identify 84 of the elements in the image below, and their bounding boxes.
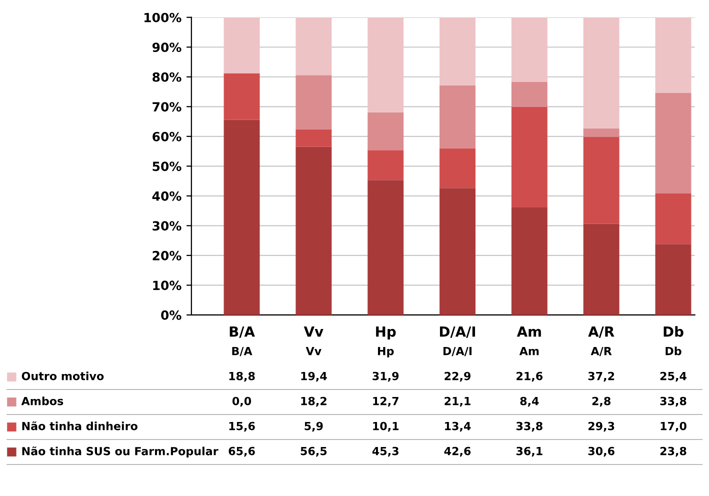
- legend-label: Outro motivo: [22, 372, 104, 380]
- bar: [655, 92, 692, 194]
- bar: [224, 17, 260, 74]
- x-tick-label: Am: [516, 326, 541, 337]
- bar: [511, 18, 548, 82]
- y-tick-label: 0%: [161, 310, 182, 320]
- bar: [583, 18, 620, 128]
- bar: [440, 86, 476, 148]
- y-tick-label: 90%: [152, 42, 182, 52]
- bar: [224, 120, 260, 315]
- category-label: Hp: [378, 346, 394, 358]
- data-label: 10,1: [373, 422, 399, 432]
- data-label: 25,4: [660, 372, 686, 382]
- bar: [440, 148, 476, 188]
- category-label: B/A: [232, 346, 252, 356]
- data-label: 5,9: [304, 422, 323, 432]
- bar: [511, 106, 548, 208]
- data-label: 33,8: [516, 422, 542, 432]
- data-label: 22,9: [444, 372, 471, 382]
- y-tick-label: 20%: [152, 250, 182, 260]
- bar: [296, 129, 332, 147]
- bar: [296, 75, 332, 130]
- category-label: Vv: [306, 346, 322, 356]
- data-label: 8,4: [520, 396, 539, 407]
- category-label: Am: [519, 346, 539, 356]
- bar: [368, 180, 404, 315]
- y-tick-label: 50%: [152, 162, 182, 172]
- x-tick-label: B/A: [230, 326, 255, 338]
- data-label: 19,4: [301, 372, 327, 382]
- bar: [296, 146, 332, 315]
- x-tick-label: Vv: [304, 326, 324, 337]
- bar: [583, 136, 620, 224]
- legend-label: Não tinha dinheiro: [22, 421, 138, 430]
- data-label: 2,8: [592, 396, 610, 407]
- bar: [655, 244, 692, 315]
- y-tick-label: 30%: [152, 221, 182, 231]
- y-tick-label: 10%: [153, 280, 182, 290]
- data-label: 18,2: [301, 396, 326, 407]
- bar: [655, 17, 692, 93]
- data-label: 31,9: [372, 372, 399, 382]
- bar: [440, 17, 476, 86]
- bar: [583, 128, 620, 137]
- data-label: 33,8: [660, 396, 686, 407]
- legend-label: Ambos: [21, 396, 64, 406]
- category-label: Db: [666, 346, 682, 356]
- data-label: 29,3: [588, 422, 614, 432]
- bar: [368, 112, 404, 150]
- bar: [368, 17, 404, 112]
- data-label: 15,6: [229, 422, 255, 432]
- data-label: 13,4: [445, 422, 471, 432]
- y-tick-label: 60%: [152, 132, 182, 142]
- bar: [368, 150, 404, 180]
- data-label: 0,0: [232, 396, 252, 407]
- bar: [296, 17, 332, 76]
- data-label: 45,3: [372, 446, 398, 457]
- data-label: 23,8: [660, 446, 686, 457]
- bar: [511, 82, 548, 107]
- legend-label: Não tinha SUS ou Farm.Popular: [22, 446, 218, 458]
- data-label: 21,6: [516, 372, 543, 382]
- x-tick-label: A/R: [588, 326, 614, 338]
- data-label: 36,1: [516, 446, 542, 457]
- data-label: 17,0: [660, 422, 686, 432]
- data-label: 65,6: [228, 446, 255, 457]
- data-label: 56,5: [300, 446, 327, 457]
- y-tick-label: 40%: [152, 191, 182, 201]
- data-label: 21,1: [444, 396, 470, 407]
- bar: [511, 208, 548, 315]
- data-label: 12,7: [373, 396, 398, 407]
- bar: [224, 73, 260, 120]
- bar: [655, 194, 692, 244]
- data-label: 30,6: [588, 446, 614, 457]
- bar: [440, 188, 476, 315]
- bar: [583, 224, 620, 315]
- x-tick-label: D/A/I: [440, 326, 476, 338]
- y-tick-label: 70%: [152, 102, 182, 112]
- data-label: 37,2: [588, 372, 614, 382]
- x-tick-label: Db: [664, 326, 684, 337]
- category-label: D/A/I: [443, 346, 472, 356]
- y-tick-label: 100%: [144, 12, 182, 22]
- category-label: A/R: [590, 346, 612, 356]
- x-tick-label: Hp: [376, 326, 396, 340]
- y-tick-label: 80%: [152, 72, 182, 82]
- data-label: 42,6: [444, 446, 471, 457]
- data-label: 18,8: [229, 372, 255, 382]
